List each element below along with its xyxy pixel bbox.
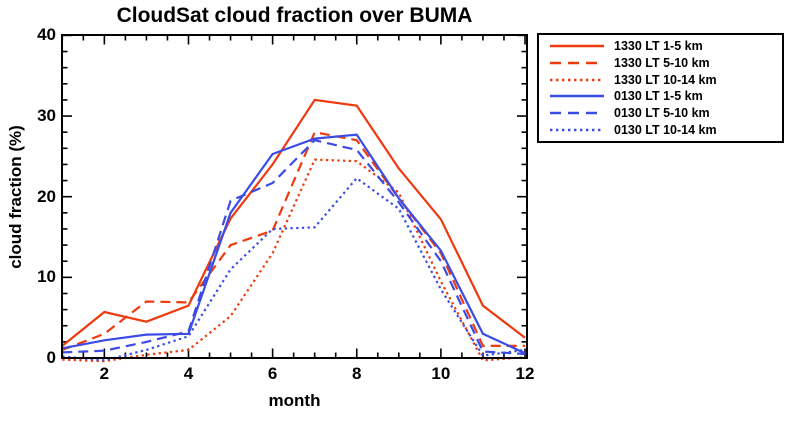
y-tick-label: 0: [46, 348, 56, 367]
legend-label: 1330 LT 10-14 km: [614, 72, 717, 87]
legend-label: 0130 LT 5-10 km: [614, 105, 710, 120]
x-tick-label: 10: [431, 364, 451, 383]
series-line-2: [62, 158, 526, 363]
y-tick-label: 30: [37, 106, 56, 126]
y-tick-label: 20: [37, 186, 56, 206]
data-series-lines: [61, 98, 526, 363]
legend-item: 1330 LT 5-10 km: [539, 56, 782, 70]
y-tick-label: 10: [37, 267, 56, 287]
legend-line-sample: [550, 45, 604, 48]
series-line-1: [61, 130, 525, 351]
x-tick-label: 6: [267, 364, 278, 383]
legend-box: 1330 LT 1-5 km 1330 LT 5-10 km 1330 LT 10-…: [537, 33, 784, 143]
legend-item: 0130 LT 5-10 km: [539, 106, 782, 120]
legend-item: 1330 LT 1-5 km: [539, 39, 782, 53]
x-tick-label: 4: [183, 364, 194, 383]
x-axis-label: month: [268, 391, 321, 410]
legend-line-sample: [550, 78, 604, 81]
plot-border: [61, 34, 528, 359]
series-line-3: [62, 133, 526, 355]
series-line-4: [62, 138, 526, 356]
legend-item: 0130 LT 10-14 km: [539, 123, 782, 137]
legend-label: 0130 LT 1-5 km: [614, 89, 703, 104]
x-tick-label: 12: [515, 364, 535, 383]
legend-line-sample: [550, 95, 604, 98]
x-tick-label: 8: [352, 364, 362, 383]
series-line-0: [61, 98, 526, 347]
legend-label: 0130 LT 10-14 km: [614, 122, 717, 137]
legend-line-sample: [550, 61, 604, 65]
legend-label: 1330 LT 5-10 km: [614, 55, 710, 70]
legend-item: 0130 LT 1-5 km: [539, 89, 782, 103]
x-tick-label: 2: [99, 364, 110, 383]
y-tick-label: 40: [37, 25, 56, 45]
legend-label: 1330 LT 1-5 km: [614, 39, 703, 54]
legend-item: 1330 LT 10-14 km: [539, 73, 782, 87]
axis-ticks: [61, 34, 526, 359]
legend-line-sample: [550, 111, 604, 115]
legend-line-sample: [550, 128, 604, 131]
chart-title: CloudSat cloud fraction over BUMA: [116, 4, 473, 27]
